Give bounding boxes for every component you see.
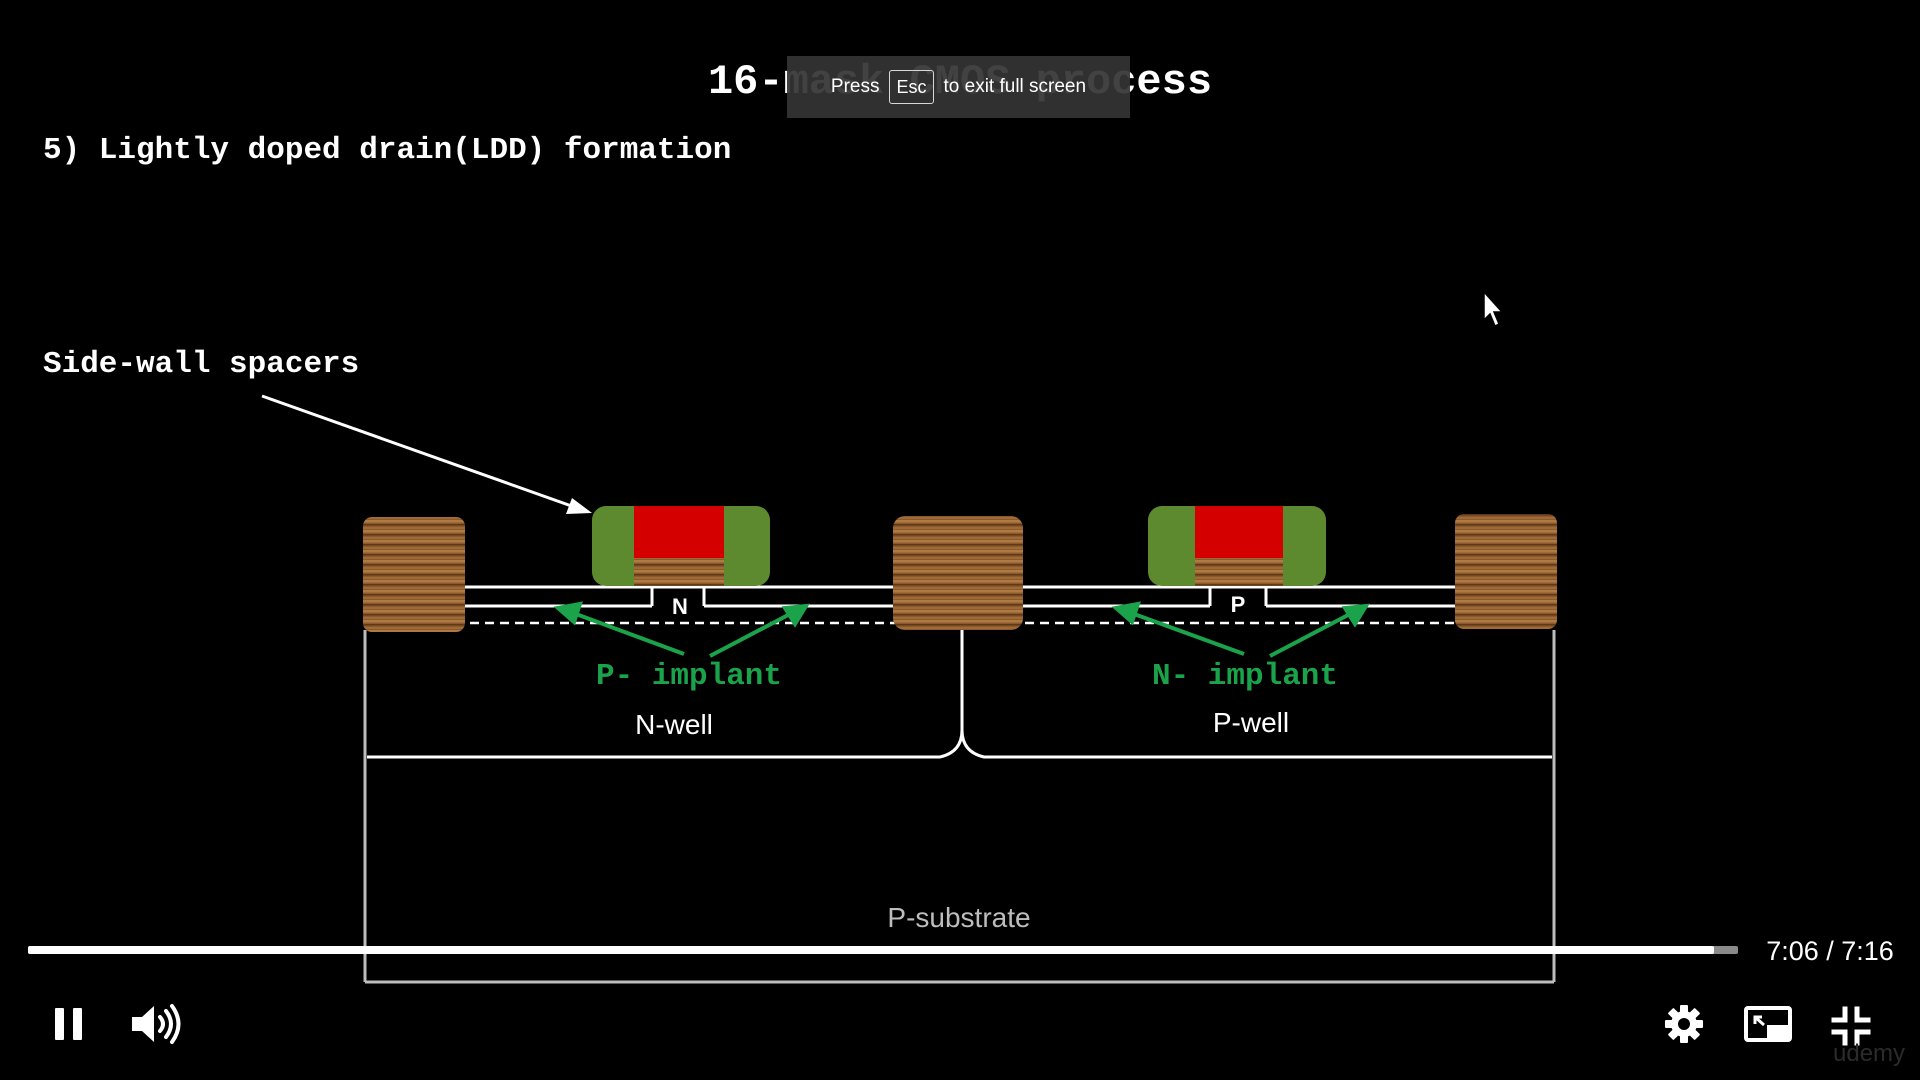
slide-subtitle: 5) Lightly doped drain(LDD) formation xyxy=(43,133,731,168)
toast-press-text: Press xyxy=(830,76,880,97)
n-implant-label: N- implant xyxy=(1152,659,1338,694)
p-well-label: P-well xyxy=(1213,707,1289,738)
gear-icon xyxy=(1665,1005,1703,1043)
p-implant-label: P- implant xyxy=(596,659,782,694)
pause-icon xyxy=(55,1008,82,1040)
field-oxide-center xyxy=(893,516,1023,630)
pmos-gate-stack xyxy=(1148,506,1326,586)
substrate-outline xyxy=(363,630,1556,984)
toast-message: to exit full screen xyxy=(943,76,1087,97)
udemy-watermark: udemy xyxy=(1833,1040,1906,1067)
esc-key-badge: Esc xyxy=(889,70,934,104)
p-substrate-label: P-substrate xyxy=(887,902,1030,933)
pause-button[interactable] xyxy=(50,1002,88,1046)
pmos-surface-layers xyxy=(1020,585,1458,608)
volume-icon xyxy=(132,1004,181,1044)
nmos-gate-stack xyxy=(592,506,770,586)
p-implant-arrows xyxy=(553,601,810,658)
exit-fullscreen-icon xyxy=(1831,1006,1871,1046)
spacer-label: Side-wall spacers xyxy=(43,347,359,382)
n-well-label: N-well xyxy=(635,709,713,740)
time-display: 7:06 / 7:16 xyxy=(1766,936,1894,966)
exit-fullscreen-toast: Press Esc to exit full screen xyxy=(787,56,1130,118)
progress-bar[interactable] xyxy=(28,946,1738,954)
pmos-region-letter: P xyxy=(1231,592,1246,617)
mouse-cursor xyxy=(1483,290,1504,328)
field-oxide-left xyxy=(363,517,465,632)
volume-button[interactable] xyxy=(128,1002,186,1046)
settings-button[interactable] xyxy=(1664,1004,1704,1044)
n-implant-arrows xyxy=(1111,601,1370,658)
field-oxide-right xyxy=(1455,514,1557,629)
nmos-region-letter: N xyxy=(672,594,688,619)
well-boundaries xyxy=(367,628,1552,759)
progress-fill xyxy=(28,946,1715,954)
picture-in-picture-button[interactable] xyxy=(1743,1005,1793,1045)
pip-icon xyxy=(1744,1006,1792,1042)
exit-fullscreen-button[interactable] xyxy=(1830,1005,1872,1047)
spacer-arrow xyxy=(261,394,592,514)
